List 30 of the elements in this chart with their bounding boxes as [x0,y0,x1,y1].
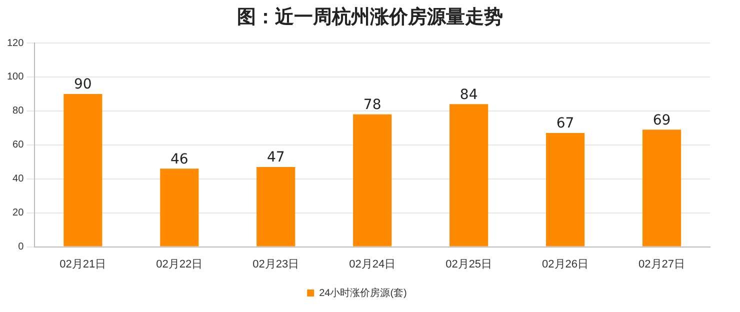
y-tick-label: 80 [12,106,24,117]
chart-title: 图：近一周杭州涨价房源量走势 [236,5,504,30]
x-tick-label: 02月23日 [252,258,300,270]
y-tick-label: 60 [12,140,24,151]
data-label: 46 [170,151,188,168]
bar [160,168,199,246]
y-tick-label: 20 [12,208,24,219]
y-tick-label: 100 [6,72,24,83]
bar [450,104,488,246]
y-tick-label: 40 [12,174,24,185]
x-tick-label: 02月27日 [638,258,686,270]
data-label: 69 [652,112,671,128]
y-tick-label: 120 [6,38,24,49]
data-label: 67 [556,116,574,132]
bar [256,166,296,246]
bar [353,114,392,246]
x-tick-label: 02月21日 [60,258,106,270]
x-tick-label: 02月25日 [446,258,492,270]
data-label: 90 [74,76,92,93]
legend-label: 24小时涨价房源(套) [319,286,407,299]
data-label: 84 [460,86,478,103]
x-tick-label: 02月26日 [542,258,589,270]
data-label: 47 [266,150,285,166]
y-tick-label: 0 [18,242,24,253]
x-tick-label: 02月22日 [156,258,203,270]
x-tick-label: 02月24日 [349,258,396,270]
bar [546,133,585,246]
bar [642,130,682,246]
bar [64,94,102,246]
data-label: 78 [363,96,382,113]
